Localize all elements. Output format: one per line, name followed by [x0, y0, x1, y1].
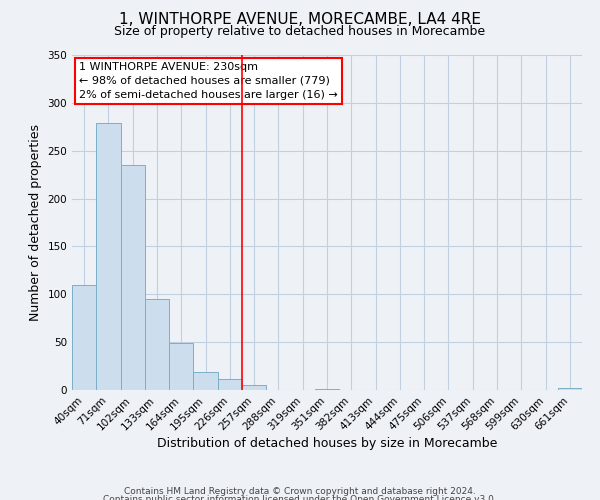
- Text: Size of property relative to detached houses in Morecambe: Size of property relative to detached ho…: [115, 25, 485, 38]
- Bar: [218, 380, 242, 390]
- Bar: [145, 299, 169, 390]
- Y-axis label: Number of detached properties: Number of detached properties: [29, 124, 42, 321]
- Bar: [121, 165, 145, 390]
- Text: Contains HM Land Registry data © Crown copyright and database right 2024.: Contains HM Land Registry data © Crown c…: [124, 488, 476, 496]
- Bar: [72, 284, 96, 390]
- Bar: [315, 389, 339, 390]
- X-axis label: Distribution of detached houses by size in Morecambe: Distribution of detached houses by size …: [157, 438, 497, 450]
- Bar: [558, 388, 582, 390]
- Bar: [193, 372, 218, 390]
- Bar: [242, 385, 266, 390]
- Bar: [96, 123, 121, 390]
- Text: 1, WINTHORPE AVENUE, MORECAMBE, LA4 4RE: 1, WINTHORPE AVENUE, MORECAMBE, LA4 4RE: [119, 12, 481, 28]
- Text: 1 WINTHORPE AVENUE: 230sqm
← 98% of detached houses are smaller (779)
2% of semi: 1 WINTHORPE AVENUE: 230sqm ← 98% of deta…: [79, 62, 338, 100]
- Text: Contains public sector information licensed under the Open Government Licence v3: Contains public sector information licen…: [103, 495, 497, 500]
- Bar: [169, 343, 193, 390]
